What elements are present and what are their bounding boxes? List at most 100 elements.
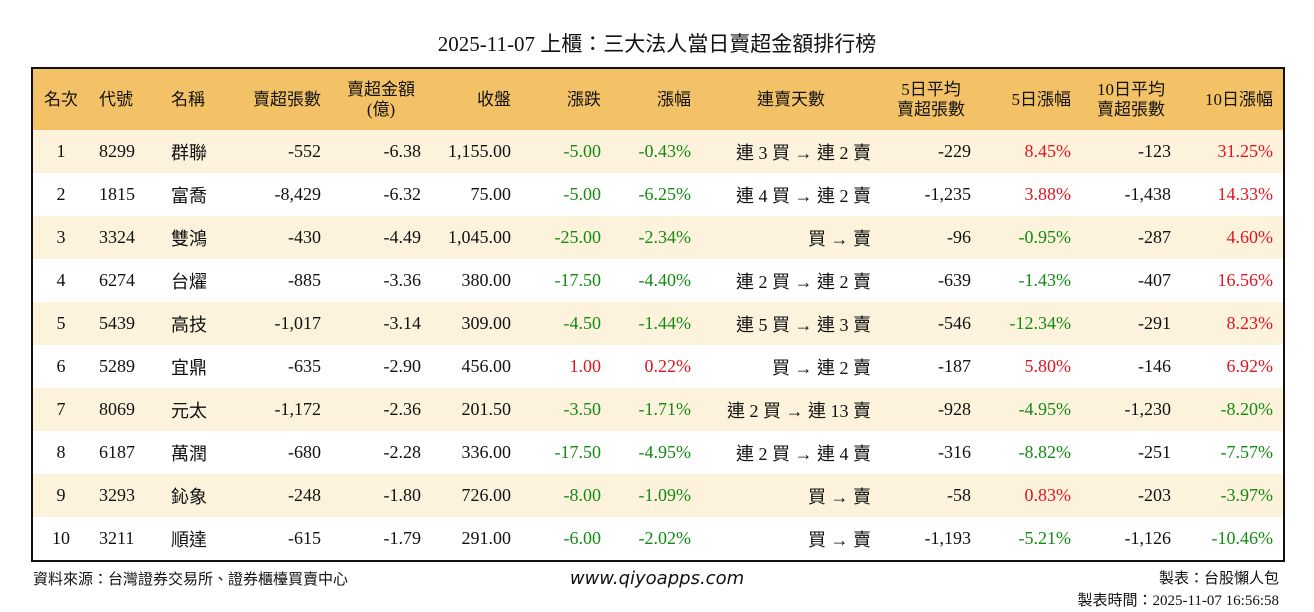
table-row: 7 8069 元太 -1,172 -2.36 201.50 -3.50 -1.71% 連 2 買…	[32, 388, 1284, 431]
table-cell: -5.00	[521, 130, 611, 173]
table-cell: 336.00	[461, 442, 512, 462]
table-cell: 5289	[99, 356, 135, 376]
table-cell: -58	[881, 474, 981, 517]
table-cell: -635	[288, 356, 321, 376]
table-cell: -8.20%	[1181, 388, 1284, 431]
header-cell: 名次	[32, 68, 89, 130]
table-cell: -1.44%	[611, 302, 701, 345]
table-cell: 8	[56, 442, 66, 462]
table-cell: -3.97%	[1181, 474, 1284, 517]
table-cell: 連 3 買 → 連 2 賣	[701, 130, 881, 173]
website: www.qiyoapps.com	[569, 568, 745, 589]
table-cell: 買 → 連 2 賣	[772, 357, 871, 378]
table-cell: -5.00	[563, 184, 602, 204]
time-note: 製表時間：2025-11-07 16:56:58	[1077, 593, 1279, 609]
header-cell: 漲跌	[521, 68, 611, 130]
table-cell: -4.95%	[981, 388, 1081, 431]
table-cell: -0.95%	[981, 216, 1081, 259]
table-cell: -4.49	[331, 216, 431, 259]
table-cell: -5.21%	[1018, 528, 1072, 548]
table-cell: 高技	[161, 302, 226, 345]
table-cell: 3211	[99, 528, 135, 548]
table-cell: -1,126	[1124, 528, 1172, 548]
table-cell: -1.71%	[611, 388, 701, 431]
table-cell: 萬潤	[171, 443, 207, 464]
table-cell: -1,193	[924, 528, 972, 548]
table-cell: 0.22%	[644, 356, 692, 376]
table-cell: 16.56%	[1217, 270, 1274, 290]
table-row: 2 1815 富喬 -8,429 -6.32 75.00 -5.00 -6.25% 連 4 買 …	[32, 173, 1284, 216]
table-cell: 順達	[171, 529, 207, 550]
table-cell: 309.00	[431, 302, 521, 345]
table-cell: 31.25%	[1181, 130, 1284, 173]
table-row: 5 5439 高技 -1,017 -3.14 309.00 -4.50 -1.44% 連 5 買…	[32, 302, 1284, 345]
table-cell: -3.14	[331, 302, 431, 345]
table-cell: -17.50	[554, 270, 602, 290]
table-cell: 買 → 賣	[701, 216, 881, 259]
table-cell: -187	[938, 356, 971, 376]
table-cell: -203	[1081, 474, 1181, 517]
table-row: 3 3324 雙鴻 -430 -4.49 1,045.00 -25.00 -2.34% 買 → …	[32, 216, 1284, 259]
table-cell: 3324	[89, 216, 161, 259]
table-cell: 8.23%	[1181, 302, 1284, 345]
table-cell: -2.34%	[611, 216, 701, 259]
table-cell: -680	[288, 442, 321, 462]
table-cell: -6.32	[383, 184, 422, 204]
table-cell: -430	[226, 216, 331, 259]
table-cell: 5.80%	[1024, 356, 1072, 376]
title: 2025-11-07 上櫃：三大法人當日賣超金額排行榜	[437, 32, 877, 56]
table-cell: 201.50	[431, 388, 521, 431]
table-cell: -1,235	[924, 184, 972, 204]
table-cell: -4.50	[521, 302, 611, 345]
table-cell: 8069	[89, 388, 161, 431]
table-cell: 連 5 買 → 連 3 賣	[701, 302, 881, 345]
table-header: 名次 代號 名稱 賣超張數 賣超金額 (億) 收盤 漲跌 漲幅 連賣天數 5日平均 賣超張數 5日漲…	[32, 68, 1284, 130]
table-cell: 3.88%	[1024, 184, 1072, 204]
header-cell: 名稱	[161, 68, 226, 130]
table-cell: -229	[881, 130, 981, 173]
table-cell: 9	[32, 474, 89, 517]
table-cell: -4.95%	[638, 442, 692, 462]
table-cell: -552	[226, 130, 331, 173]
table-cell: -96	[881, 216, 981, 259]
table-cell: -639	[938, 270, 971, 290]
header-cell: 5日漲幅	[981, 68, 1081, 130]
table-cell: 5439	[89, 302, 161, 345]
table-row: 1 8299 群聯 -552 -6.38 1,155.00 -5.00 -0.43% 連 3 買…	[32, 130, 1284, 173]
header-cell: 10日漲幅	[1181, 68, 1284, 130]
table-cell: -2.36	[331, 388, 431, 431]
table-cell: 6187	[99, 442, 135, 462]
table-cell: -546	[881, 302, 981, 345]
table-cell: 4	[56, 270, 66, 290]
table-cell: 2	[56, 184, 66, 204]
table-cell: 連 2 買 → 連 2 賣	[736, 271, 871, 292]
table-cell: -7.57%	[1220, 442, 1274, 462]
table-cell: -3.36	[383, 270, 422, 290]
table-cell: -1.79	[383, 528, 422, 548]
table-cell: 連 4 買 → 連 2 賣	[736, 185, 871, 206]
table-cell: 買 → 賣	[808, 529, 871, 550]
table-cell: 75.00	[470, 184, 512, 204]
table-cell: -615	[288, 528, 321, 548]
table-row: 9 3293 鈊象 -248 -1.80 726.00 -8.00 -1.09% 買 → 賣 -5…	[32, 474, 1284, 517]
table-cell: 3293	[89, 474, 161, 517]
table-row: 6 5289 宜鼎 -635 -2.90 456.00 1.00 0.22% 買 → 連 2 賣…	[32, 345, 1284, 388]
header-cell: 連賣天數	[701, 68, 881, 130]
table-cell: 14.33%	[1217, 184, 1274, 204]
table-cell: 4.60%	[1181, 216, 1284, 259]
table-cell: -2.28	[383, 442, 422, 462]
table-cell: -407	[1138, 270, 1171, 290]
table-cell: 群聯	[161, 130, 226, 173]
table-cell: -2.02%	[638, 528, 692, 548]
header-cell: 漲幅	[611, 68, 701, 130]
table-cell: -1,230	[1081, 388, 1181, 431]
table-cell: -10.46%	[1211, 528, 1274, 548]
table-cell: -3.50	[521, 388, 611, 431]
table-cell: -123	[1081, 130, 1181, 173]
table-cell: -1.80	[331, 474, 431, 517]
table-cell: 6274	[99, 270, 135, 290]
table-cell: 1,045.00	[431, 216, 521, 259]
table-cell: 456.00	[461, 356, 512, 376]
table-cell: -8.82%	[1018, 442, 1072, 462]
